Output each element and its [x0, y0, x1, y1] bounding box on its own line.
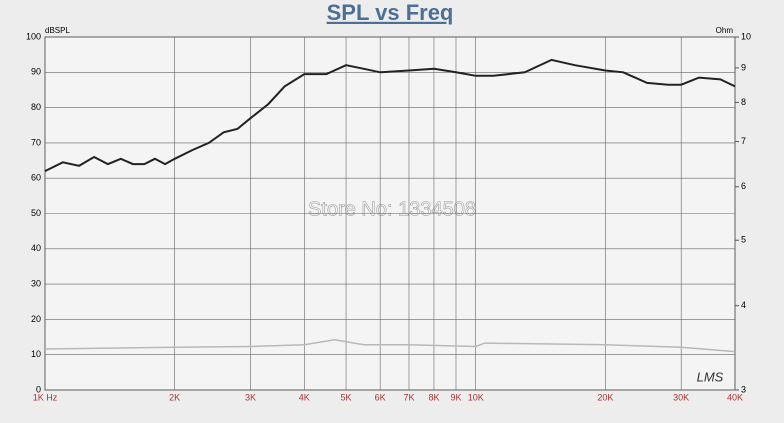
x-tick-label: 2K: [169, 392, 180, 402]
x-tick-label: 10K: [468, 392, 484, 402]
y2-tick-label: 7: [741, 136, 746, 146]
chart-title: SPL vs Freq: [327, 0, 454, 25]
y-tick-label: 0: [36, 384, 41, 394]
y2-tick-label: 6: [741, 181, 746, 191]
y2-tick-label: 4: [741, 300, 746, 310]
x-tick-label: 8K: [428, 392, 439, 402]
series-line: [44, 58, 736, 172]
y-axis-label: dBSPL: [45, 26, 70, 35]
y-tick-label: 10: [31, 349, 41, 359]
y-tick-label: 80: [31, 102, 41, 112]
logo: LMS: [697, 369, 724, 384]
y-tick-label: 50: [31, 208, 41, 218]
y-tick-label: 90: [31, 67, 41, 77]
x-tick-label: 20K: [597, 392, 613, 402]
y2-tick-label: 9: [741, 62, 746, 72]
x-tick-label: 40K: [727, 392, 743, 402]
y2-tick-label: 10: [741, 31, 751, 41]
x-tick-label: 3K: [245, 392, 256, 402]
x-tick-label: 1K Hz: [33, 392, 58, 402]
x-tick-label: 30K: [673, 392, 689, 402]
y-tick-label: 40: [31, 243, 41, 253]
y2-tick-label: 8: [741, 97, 746, 107]
x-tick-label: 7K: [403, 392, 414, 402]
y-tick-label: 100: [26, 31, 41, 41]
y-tick-label: 60: [31, 173, 41, 183]
y2-tick-label: 3: [741, 384, 746, 394]
x-tick-label: 4K: [299, 392, 310, 402]
x-tick-label: 9K: [450, 392, 461, 402]
y-tick-label: 70: [31, 137, 41, 147]
y-tick-label: 30: [31, 278, 41, 288]
y2-axis-label: Ohm: [716, 26, 734, 35]
y2-tick-label: 5: [741, 235, 746, 245]
x-tick-label: 5K: [341, 392, 352, 402]
y-tick-label: 20: [31, 314, 41, 324]
x-tick-label: 6K: [375, 392, 386, 402]
watermark: Store No: 1334508: [308, 198, 476, 220]
series-line: [44, 339, 736, 353]
